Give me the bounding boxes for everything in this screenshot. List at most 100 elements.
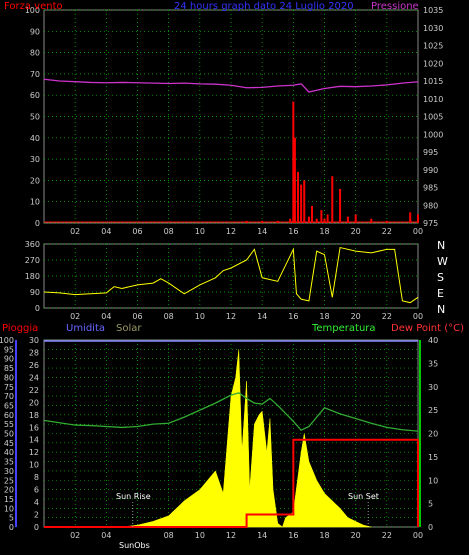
y-left-tick: 70 [4, 392, 14, 401]
series-temperatura [43, 392, 419, 432]
direction-tick: 270 [25, 256, 40, 265]
direction-tick: 0 [35, 304, 40, 313]
y-left-tick: 90 [4, 355, 14, 364]
y-left-tick: 50 [30, 113, 40, 122]
series-direction [43, 246, 419, 304]
y-mid-tick: 2 [34, 511, 39, 520]
y-right-tick: 1025 [423, 42, 443, 51]
y-mid-tick: 22 [29, 386, 39, 395]
y-mid-tick: 24 [29, 373, 39, 382]
y-mid-tick: 0 [34, 523, 39, 532]
x-tick-label: 02 [70, 227, 80, 236]
y-left-tick: 55 [4, 420, 14, 429]
y-left-tick: 35 [4, 458, 14, 467]
series-pioggia [44, 438, 419, 528]
y-left-tick: 80 [30, 49, 40, 58]
y-right-tick: 0 [428, 523, 433, 532]
annotation-sunrise: Sun Rise [116, 492, 151, 501]
chart-title: 24 hours graph dato 24 Luglio 2020 [174, 1, 354, 12]
y-right-tick: 990 [423, 166, 438, 175]
panel2-grid [44, 243, 418, 309]
y-mid-tick: 4 [34, 498, 39, 507]
x-tick-label: 08 [164, 312, 174, 321]
y-left-tick: 100 [25, 6, 40, 15]
compass-n-bottom: N [437, 303, 445, 316]
compass-s: S [437, 271, 444, 284]
chart-marks [15, 78, 421, 528]
y-right-tick: 1015 [423, 77, 443, 86]
y-right-tick: 15 [428, 453, 438, 462]
y-left-tick: 65 [4, 401, 14, 410]
direction-tick: 360 [25, 240, 40, 249]
x-tick-label: 12 [226, 227, 236, 236]
y-left-tick: 20 [4, 486, 14, 495]
label-pioggia: Pioggia [2, 323, 38, 334]
y-right-tick: 30 [428, 383, 438, 392]
label-solar: Solar [116, 323, 142, 334]
x-tick-label: 12 [226, 531, 236, 540]
y-right-tick: 35 [428, 359, 438, 368]
y-mid-tick: 28 [29, 348, 39, 357]
direction-tick: 90 [30, 288, 40, 297]
y-left-tick: 60 [30, 91, 40, 100]
y-mid-tick: 10 [29, 461, 39, 470]
x-tick-label: 02 [70, 312, 80, 321]
compass-w: W [437, 255, 448, 268]
y-right-tick: 1000 [423, 130, 443, 139]
x-tick-label: 16 [288, 227, 298, 236]
x-tick-label: 22 [382, 227, 392, 236]
y-left-tick: 15 [4, 495, 14, 504]
y-left-tick: 40 [30, 134, 40, 143]
y-mid-tick: 8 [34, 473, 39, 482]
x-tick-label: 00 [413, 531, 423, 540]
x-tick-label: 04 [101, 312, 111, 321]
y-right-tick: 1005 [423, 113, 443, 122]
x-tick-label: 06 [132, 227, 142, 236]
y-right-tick: 1030 [423, 24, 443, 33]
x-tick-label: 22 [382, 312, 392, 321]
y-right-tick: 1010 [423, 95, 443, 104]
y-right-tick: 980 [423, 201, 438, 210]
y-mid-tick: 6 [34, 486, 39, 495]
y-right-tick: 1035 [423, 6, 443, 15]
y-right-tick: 995 [423, 148, 438, 157]
y-left-tick: 30 [4, 467, 14, 476]
y-left-tick: 5 [9, 514, 14, 523]
x-tick-label: 08 [164, 531, 174, 540]
y-left-tick: 20 [30, 176, 40, 185]
x-tick-label: 18 [319, 312, 329, 321]
y-mid-tick: 14 [29, 436, 39, 445]
y-right-tick: 10 [428, 476, 438, 485]
x-tick-label: 20 [351, 531, 361, 540]
y-right-tick: 975 [423, 219, 438, 228]
y-left-tick: 85 [4, 364, 14, 373]
y-left-tick: 95 [4, 345, 14, 354]
y-mid-tick: 26 [29, 361, 39, 370]
y-right-tick: 20 [428, 430, 438, 439]
x-tick-label: 00 [413, 312, 423, 321]
label-umidita: Umidita [66, 323, 105, 334]
y-left-tick: 75 [4, 383, 14, 392]
x-tick-label: 00 [413, 227, 423, 236]
y-mid-tick: 16 [29, 423, 39, 432]
y-left-tick: 0 [9, 523, 14, 532]
x-tick-label: 04 [101, 227, 111, 236]
header-left-label: Forza vento [4, 1, 63, 12]
y-left-tick: 60 [4, 411, 14, 420]
y-left-tick: 90 [30, 27, 40, 36]
y-left-tick: 10 [30, 198, 40, 207]
header-right-label: Pressione [371, 1, 419, 12]
x-tick-label: 10 [195, 531, 205, 540]
x-tick-label: 12 [226, 312, 236, 321]
y-mid-tick: 18 [29, 411, 39, 420]
series-pressione [43, 78, 419, 93]
x-tick-label: 18 [319, 227, 329, 236]
x-tick-label: 06 [132, 312, 142, 321]
y-left-tick: 0 [35, 219, 40, 228]
x-tick-label: 02 [70, 531, 80, 540]
x-tick-label: 08 [164, 227, 174, 236]
y-mid-tick: 30 [29, 336, 39, 345]
x-tick-label: 10 [195, 312, 205, 321]
